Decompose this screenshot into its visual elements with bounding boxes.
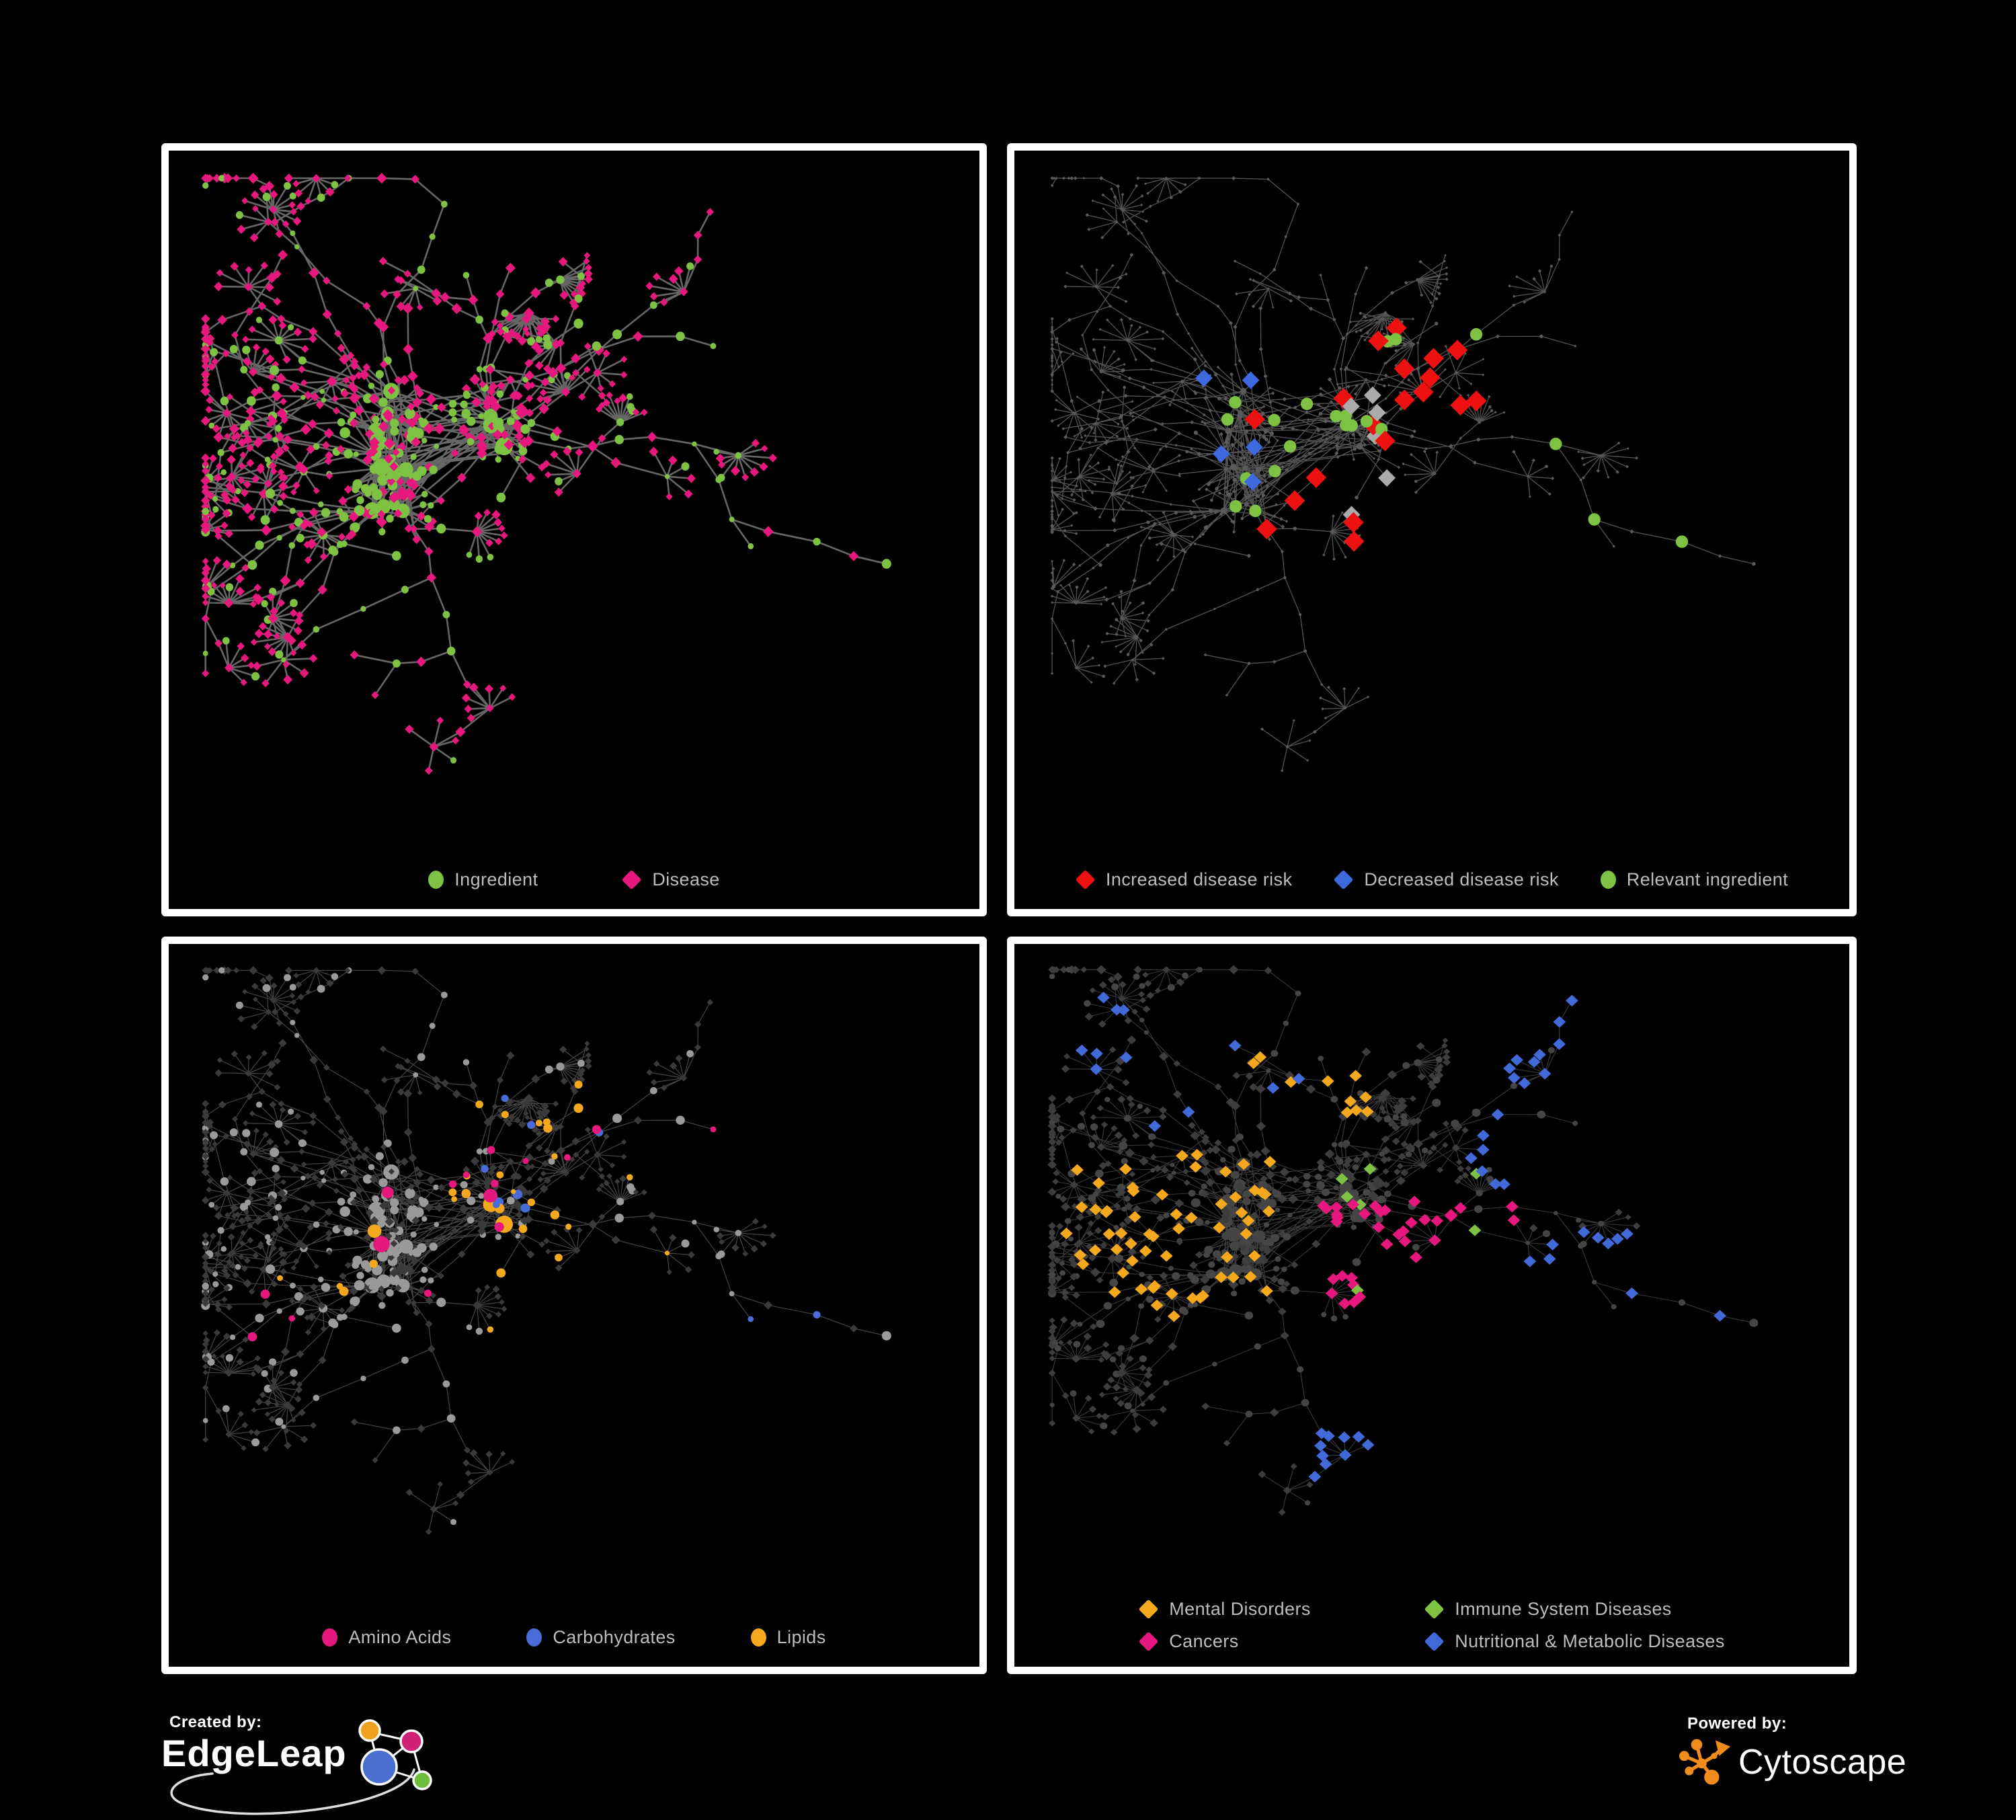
legend: Ingredient Disease [169, 869, 979, 890]
cytoscape-credit[interactable]: Powered by: Cytoscape [1679, 1714, 1906, 1788]
panel-ingredient-disease: Ingredient Disease [161, 143, 987, 916]
legend-item-increased-disease-risk: Increased disease risk [1075, 869, 1293, 890]
circle-icon [428, 871, 444, 889]
network-graph-disease-classes [1047, 965, 1759, 1516]
network-graph-ingredient-disease [200, 172, 891, 775]
diamond-icon [622, 869, 642, 890]
diamond-icon [1424, 1631, 1445, 1652]
legend-item-lipids: Lipids [750, 1627, 826, 1648]
legend-label: Amino Acids [348, 1627, 452, 1647]
diamond-icon [1138, 1599, 1159, 1620]
legend-item-immune-system-diseases: Immune System Diseases [1424, 1599, 1724, 1620]
legend-label: Decreased disease risk [1364, 869, 1559, 889]
cytoscape-wordmark: Cytoscape [1738, 1743, 1907, 1782]
legend-label: Relevant ingredient [1626, 869, 1789, 889]
panel-disease-classes: Mental Disorders Immune System Diseases Ca… [1007, 937, 1857, 1674]
legend-item-ingredient: Ingredient [428, 869, 538, 890]
powered-by-label: Powered by: [1687, 1714, 1787, 1733]
legend-item-carbohydrates: Carbohydrates [526, 1627, 675, 1648]
legend-label: Carbohydrates [553, 1627, 676, 1647]
legend-label: Increased disease risk [1105, 869, 1293, 889]
circle-icon [750, 1628, 766, 1647]
legend-item-relevant-ingredient: Relevant ingredient [1600, 869, 1789, 890]
legend-item-decreased-disease-risk: Decreased disease risk [1334, 869, 1558, 890]
legend: Increased disease risk Decreased disease … [1014, 869, 1849, 890]
circle-icon [1600, 871, 1616, 889]
diamond-icon [1424, 1599, 1445, 1620]
legend-item-disease: Disease [622, 869, 719, 890]
edgeleap-wordmark: EdgeLeap [161, 1732, 347, 1774]
edgeleap-logo-icon [358, 1719, 432, 1790]
legend: Amino Acids Carbohydrates Lipids [169, 1627, 979, 1648]
legend-label: Disease [652, 869, 720, 889]
legend-label: Immune System Diseases [1455, 1599, 1672, 1619]
created-by-label: Created by: [169, 1713, 262, 1731]
panel-nutrient-classes: Amino Acids Carbohydrates Lipids [161, 937, 987, 1674]
legend-label: Mental Disorders [1169, 1599, 1311, 1619]
cytoscape-logo-icon [1679, 1739, 1731, 1785]
legend-label: Cancers [1169, 1631, 1239, 1651]
legend-item-cancers: Cancers [1138, 1631, 1424, 1652]
edgeleap-credit[interactable]: Created by: EdgeLeap [161, 1713, 457, 1815]
circle-icon [322, 1628, 338, 1647]
diamond-icon [1138, 1631, 1159, 1652]
diamond-icon [1075, 869, 1096, 890]
panel-disease-risk: Increased disease risk Decreased disease … [1007, 143, 1857, 916]
legend-item-amino-acids: Amino Acids [322, 1627, 451, 1648]
circle-icon [526, 1628, 542, 1647]
network-graph-disease-risk [1050, 175, 1756, 773]
network-graph-nutrient-classes [201, 965, 891, 1535]
legend-label: Lipids [776, 1627, 826, 1647]
edgeleap-swoosh-line [170, 1768, 415, 1815]
legend-item-mental-disorders: Mental Disorders [1138, 1599, 1424, 1620]
legend-label: Ingredient [454, 869, 538, 889]
legend-item-nutritional-metabolic-diseases: Nutritional & Metabolic Diseases [1424, 1631, 1724, 1652]
diamond-icon [1334, 869, 1354, 890]
legend-label: Nutritional & Metabolic Diseases [1455, 1631, 1725, 1651]
legend: Mental Disorders Immune System Diseases Ca… [1014, 1599, 1849, 1652]
